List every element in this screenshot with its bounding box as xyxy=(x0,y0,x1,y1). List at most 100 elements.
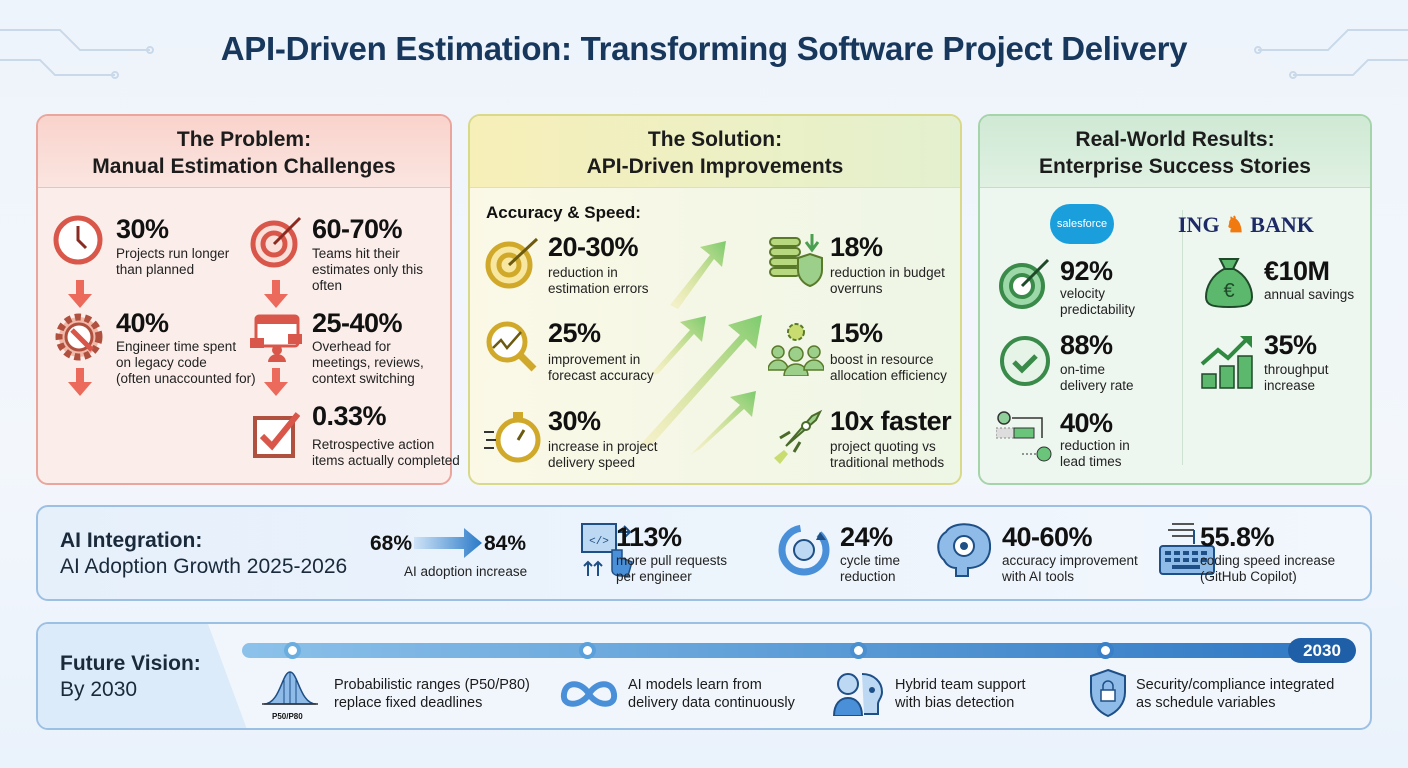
keyboard-icon xyxy=(1159,523,1215,575)
results-panel: Real-World Results: Enterprise Success St… xyxy=(978,114,1372,485)
future-vision-band xyxy=(36,622,1372,730)
stat-label: reduction in lead times xyxy=(1060,438,1130,469)
circuit-decoration-left xyxy=(0,29,154,79)
arrow-down-icon xyxy=(68,280,92,308)
future-item: Security/compliance integrated as schedul… xyxy=(1136,677,1335,711)
shield-lock-icon xyxy=(1090,668,1126,718)
stat-label: improvement in forecast accuracy xyxy=(548,352,654,383)
stat-value: 30% xyxy=(116,214,169,244)
growth-arrows-decoration xyxy=(640,241,762,455)
bell-curve-label: P50/P80 xyxy=(272,712,303,721)
brain-target-icon xyxy=(937,523,992,577)
stat-label: project quoting vs traditional methods xyxy=(830,439,945,470)
clock-icon xyxy=(53,215,103,265)
stat-value: 20-30% xyxy=(548,232,639,262)
growth-chart-icon xyxy=(1200,336,1253,389)
adoption-label: AI adoption increase xyxy=(404,564,528,579)
problem-panel: The Problem: Manual Estimation Challenges xyxy=(36,114,452,485)
ai-integration-band xyxy=(36,505,1372,601)
code-window-icon: </> xyxy=(581,523,633,577)
stat-label: on-time delivery rate xyxy=(1060,362,1134,393)
human-ai-icon xyxy=(832,673,884,716)
arrow-down-icon xyxy=(264,280,288,308)
results-subtitle: Enterprise Success Stories xyxy=(1039,155,1311,178)
future-label-background xyxy=(38,624,248,728)
stat-value: 24% xyxy=(840,522,893,552)
money-bag-icon: € xyxy=(1204,258,1254,309)
clock-check-icon xyxy=(1000,336,1050,386)
adoption-to: 84% xyxy=(484,532,527,555)
timeline-node xyxy=(850,642,867,659)
rocket-icon xyxy=(774,409,823,464)
solution-subtitle: API-Driven Improvements xyxy=(586,155,844,178)
stopwatch-icon xyxy=(484,412,541,463)
lion-icon: ♞ xyxy=(1225,212,1245,237)
ing-bank-logo: ING ♞ BANK xyxy=(1178,212,1314,237)
stat-label: coding speed increase (GitHub Copilot) xyxy=(1200,553,1336,584)
arrow-down-icon xyxy=(264,368,288,396)
ai-heading: AI Integration: xyxy=(60,529,203,552)
timeline-bar xyxy=(242,643,1342,658)
stat-label: more pull requests per engineer xyxy=(616,553,728,584)
results-header: Real-World Results: Enterprise Success St… xyxy=(980,116,1370,188)
cycle-icon xyxy=(778,524,830,576)
stat-value: 25% xyxy=(548,318,601,348)
future-subheading: By 2030 xyxy=(60,678,138,701)
solution-subheading: Accuracy & Speed: xyxy=(486,203,641,222)
stat-value: 92% xyxy=(1060,256,1113,286)
timeline-node xyxy=(284,642,301,659)
page-title: API-Driven Estimation: Transforming Soft… xyxy=(220,30,1188,67)
stat-value: 88% xyxy=(1060,330,1113,360)
target-icon xyxy=(485,237,539,289)
coins-shield-icon xyxy=(769,234,823,288)
magnifier-chart-icon xyxy=(486,321,537,372)
results-title: Real-World Results: xyxy=(1075,128,1275,151)
solution-title: The Solution: xyxy=(647,128,783,151)
calendar-meeting-icon xyxy=(250,314,302,362)
results-divider xyxy=(1182,210,1183,465)
checkbox-icon xyxy=(253,412,300,458)
arrow-down-icon xyxy=(68,368,92,396)
future-item: AI models learn from delivery data contin… xyxy=(628,677,795,711)
problem-subtitle: Manual Estimation Challenges xyxy=(92,155,396,178)
target-icon xyxy=(250,216,302,268)
stat-label: Engineer time spent on legacy code (often … xyxy=(116,339,256,386)
adoption-arrow-icon xyxy=(414,528,482,558)
adoption-from: 68% xyxy=(370,532,413,555)
timeline-node xyxy=(579,642,596,659)
gear-wrench-icon xyxy=(55,313,103,361)
stat-value: 40% xyxy=(1060,408,1113,438)
svg-text:€: € xyxy=(1223,280,1234,302)
lead-time-icon xyxy=(996,411,1052,462)
bell-curve-icon xyxy=(262,671,318,705)
stat-value: 15% xyxy=(830,318,883,348)
stat-value: 30% xyxy=(548,406,601,436)
stat-label: cycle time reduction xyxy=(840,553,901,584)
stat-label: throughput increase xyxy=(1264,362,1329,393)
stat-label: Projects run longer than planned xyxy=(116,246,230,277)
stat-value: 40% xyxy=(116,308,169,338)
stat-label: annual savings xyxy=(1264,287,1355,302)
stat-label: Retrospective action items actually compl… xyxy=(312,437,460,468)
stat-value: 113% xyxy=(616,522,682,552)
stat-value: 60-70% xyxy=(312,214,403,244)
stat-value: 25-40% xyxy=(312,308,403,338)
ai-subheading: AI Adoption Growth 2025-2026 xyxy=(60,555,348,578)
stat-label: reduction in estimation errors xyxy=(548,265,649,296)
timeline-year-badge: 2030 xyxy=(1288,638,1356,663)
stat-value: 0.33% xyxy=(312,401,387,431)
future-item: Hybrid team support with bias detection xyxy=(895,677,1026,711)
future-item: Probabilistic ranges (P50/P80) replace fi… xyxy=(334,677,530,711)
stat-value: 40-60% xyxy=(1002,522,1093,552)
stat-label: Overhead for meetings, reviews, context sw… xyxy=(312,339,424,386)
stat-label: Teams hit their estimates only this often xyxy=(312,246,424,293)
problem-header: The Problem: Manual Estimation Challenges xyxy=(38,116,450,188)
future-heading: Future Vision: xyxy=(60,652,201,675)
stat-label: accuracy improvement with AI tools xyxy=(1002,553,1138,584)
circuit-decoration-right xyxy=(1254,29,1408,79)
stat-label: boost in resource allocation efficiency xyxy=(830,352,947,383)
solution-header: The Solution: API-Driven Improvements xyxy=(470,116,960,188)
stat-value: 10x faster xyxy=(830,406,952,436)
stat-label: reduction in budget overruns xyxy=(830,265,945,296)
stat-value: 18% xyxy=(830,232,883,262)
